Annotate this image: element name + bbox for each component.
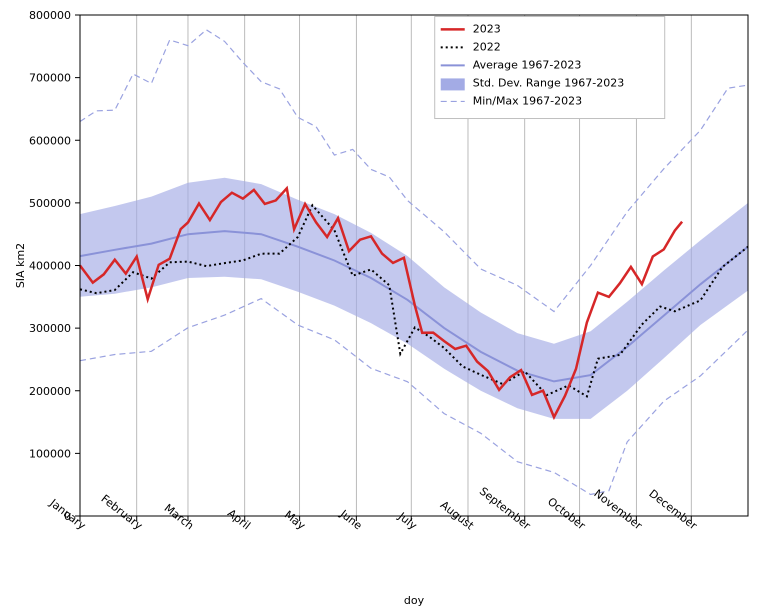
- sia-chart: 0100000200000300000400000500000600000700…: [0, 0, 768, 616]
- legend-label: 2023: [473, 22, 501, 35]
- legend-label: Min/Max 1967-2023: [473, 94, 582, 107]
- legend-label: 2022: [473, 40, 501, 53]
- y-tick-label: 800000: [29, 9, 71, 22]
- y-tick-label: 300000: [29, 322, 71, 335]
- y-tick-label: 700000: [29, 72, 71, 85]
- y-tick-label: 500000: [29, 197, 71, 210]
- y-axis-title: SIA km2: [14, 243, 27, 288]
- legend-label: Average 1967-2023: [473, 58, 582, 71]
- x-axis-title: doy: [404, 594, 425, 607]
- y-tick-label: 200000: [29, 385, 71, 398]
- y-tick-label: 400000: [29, 260, 71, 273]
- y-tick-label: 100000: [29, 447, 71, 460]
- legend-swatch: [441, 78, 465, 90]
- legend-label: Std. Dev. Range 1967-2023: [473, 76, 624, 89]
- y-tick-label: 600000: [29, 134, 71, 147]
- chart-svg: 0100000200000300000400000500000600000700…: [0, 0, 768, 616]
